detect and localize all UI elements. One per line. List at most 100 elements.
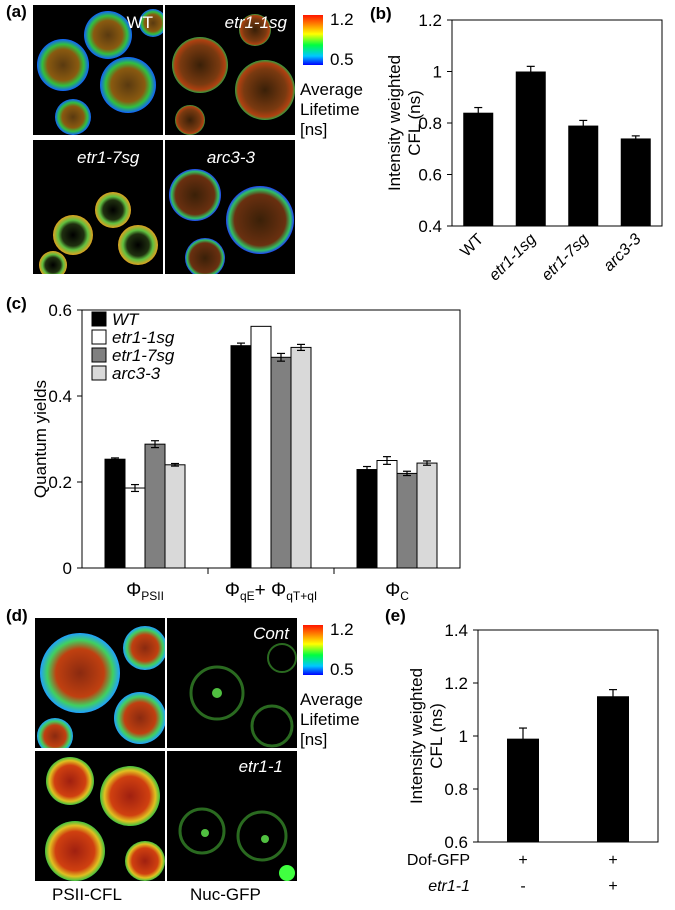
micrograph-wt-image bbox=[37, 9, 163, 135]
xtick-label-c-2-part-0: Φ bbox=[385, 580, 400, 601]
ytick-label-e-1: 0.8 bbox=[444, 780, 468, 799]
bar-c-arc3-3-1 bbox=[290, 346, 312, 569]
micrograph-wt: WT bbox=[33, 5, 163, 135]
bar-c-etr1-1sg-0 bbox=[124, 487, 146, 569]
row-value-e-1-1: + bbox=[608, 878, 617, 895]
legend-label-c-1: etr1-1sg bbox=[112, 328, 175, 347]
scale-title-d-line2: Lifetime bbox=[300, 710, 360, 729]
xtick-label-c-2-part-1: C bbox=[400, 589, 409, 603]
bar-c-arc3-3-0 bbox=[164, 464, 186, 569]
ytick-label-c-2: 0.4 bbox=[48, 387, 72, 406]
bar-b-arc3-3 bbox=[620, 138, 651, 226]
bar-c-WT-0 bbox=[104, 458, 126, 569]
scale-title-a-line1: Average bbox=[300, 80, 364, 99]
micrograph-psii-cfl-cont bbox=[35, 618, 165, 748]
ytick-label-c-1: 0.2 bbox=[48, 473, 72, 492]
ytick-label-b-0: 0.4 bbox=[418, 217, 442, 236]
ylabel-e-line2: CFL (ns) bbox=[427, 703, 446, 769]
xtick-label-c-0-part-1: PSII bbox=[141, 589, 164, 603]
plot-frame-b bbox=[451, 19, 663, 227]
xtick-label-b-1: etr1-1sg bbox=[486, 231, 540, 285]
row-label-e-0: Dof-GFP bbox=[407, 852, 470, 869]
xtick-label-c-1: ΦqE+ ΦqT+qI bbox=[225, 580, 317, 603]
micrograph-etr1-1sg: etr1-1sg bbox=[165, 5, 295, 135]
row-value-e-0-1: + bbox=[608, 852, 617, 869]
micrograph-label-cont: Cont bbox=[253, 624, 289, 643]
lifetime-color-scale-d bbox=[303, 625, 323, 675]
micrograph-nuc-gfp-cont: Cont bbox=[167, 618, 297, 748]
bar-c-etr1-7sg-2 bbox=[396, 472, 418, 569]
xtick-label-c-0-part-0: Φ bbox=[126, 580, 141, 601]
scale-title-a: Average Lifetime [ns] bbox=[300, 80, 363, 140]
caption-nuc-gfp: Nuc-GFP bbox=[190, 885, 261, 904]
scale-title-a-line2: Lifetime bbox=[300, 100, 360, 119]
micrograph-label-etr1-7sg: etr1-7sg bbox=[77, 148, 140, 167]
ytick-label-e-2: 1 bbox=[459, 727, 468, 746]
ytick-label-b-1: 0.6 bbox=[418, 166, 442, 185]
legend-label-c-2: etr1-7sg bbox=[112, 346, 175, 365]
micrograph-psii-cfl-cont-image bbox=[37, 626, 165, 748]
ytick-label-c-3: 0.6 bbox=[48, 301, 72, 320]
caption-psii-cfl: PSII-CFL bbox=[52, 885, 122, 904]
ytick-label-c-0: 0 bbox=[63, 559, 72, 578]
scale-max-d: 1.2 bbox=[330, 620, 354, 639]
lifetime-color-scale-a bbox=[303, 15, 323, 65]
ytick-label-e-0: 0.6 bbox=[444, 833, 468, 852]
plot-frame-c bbox=[81, 309, 461, 569]
plot-frame-e bbox=[477, 629, 659, 843]
panel-label-b: (b) bbox=[370, 4, 392, 23]
xtick-label-c-1-part-0: Φ bbox=[225, 580, 240, 601]
scale-min-a: 0.5 bbox=[330, 50, 354, 69]
ylabel-b-line1: Intensity weighted bbox=[385, 55, 404, 191]
row-label-e-1: etr1-1 bbox=[428, 878, 470, 895]
xtick-label-b-3: arc3-3 bbox=[600, 231, 644, 275]
micrograph-etr1-7sg-image bbox=[39, 192, 158, 274]
bar-c-etr1-1sg-2 bbox=[376, 460, 398, 569]
scale-title-a-line3: [ns] bbox=[300, 120, 328, 139]
xtick-label-c-0: ΦPSII bbox=[126, 580, 164, 603]
ylabel-c: Quantum yields bbox=[31, 380, 50, 498]
row-value-e-1-0: - bbox=[520, 878, 525, 895]
bar-e-1 bbox=[597, 696, 629, 842]
legend-label-c-0: WT bbox=[112, 310, 140, 329]
micrograph-psii-cfl-etr1-1-image bbox=[45, 757, 165, 881]
panel-label-e: (e) bbox=[385, 606, 406, 625]
micrograph-nuc-gfp-etr1-1: etr1-1 bbox=[167, 751, 297, 881]
xtick-label-c-1-part-1: qE bbox=[240, 589, 255, 603]
xtick-label-b-0: WT bbox=[457, 231, 487, 261]
ytick-label-b-4: 1.2 bbox=[418, 11, 442, 30]
micrograph-label-etr1-1: etr1-1 bbox=[238, 757, 283, 776]
legend-swatch-c-3 bbox=[91, 365, 107, 381]
ytick-label-e-3: 1.2 bbox=[444, 674, 468, 693]
micrograph-label-etr1-1sg: etr1-1sg bbox=[224, 13, 287, 32]
ylabel-e-line1: Intensity weighted bbox=[407, 668, 426, 804]
micrograph-etr1-1sg-image bbox=[172, 14, 295, 135]
scale-title-d-line3: [ns] bbox=[300, 730, 328, 749]
ytick-label-b-2: 0.8 bbox=[418, 114, 442, 133]
panel-label-a: (a) bbox=[6, 2, 27, 21]
panel-label-d: (d) bbox=[6, 606, 28, 625]
bar-b-etr1-7sg bbox=[568, 125, 599, 226]
micrograph-label-wt: WT bbox=[126, 13, 153, 32]
legend-swatch-c-2 bbox=[91, 347, 107, 363]
micrograph-arc3-3-image bbox=[169, 169, 294, 274]
panel-label-c: (c) bbox=[6, 294, 27, 313]
ylabel-b-line2: CFL (ns) bbox=[405, 90, 424, 156]
bar-c-WT-1 bbox=[230, 345, 252, 569]
xtick-label-c-1-part-2: + Φ bbox=[255, 580, 287, 601]
micrograph-psii-cfl-etr1-1 bbox=[35, 751, 165, 881]
bar-c-WT-2 bbox=[356, 469, 378, 569]
bar-e-0 bbox=[507, 738, 539, 842]
ytick-label-e-4: 1.4 bbox=[444, 621, 468, 640]
xtick-label-b-2: etr1-7sg bbox=[539, 231, 593, 285]
micrograph-nuc-gfp-etr1-1-image bbox=[178, 807, 295, 881]
micrograph-label-arc3-3: arc3-3 bbox=[206, 148, 255, 167]
scale-title-d-line1: Average bbox=[300, 690, 364, 709]
xtick-label-c-1-part-3: qT+qI bbox=[286, 589, 317, 603]
row-value-e-0-0: + bbox=[518, 852, 527, 869]
scale-title-d: Average Lifetime [ns] bbox=[300, 690, 363, 750]
bar-c-arc3-3-2 bbox=[416, 462, 438, 569]
ytick-label-b-3: 1 bbox=[433, 63, 442, 82]
